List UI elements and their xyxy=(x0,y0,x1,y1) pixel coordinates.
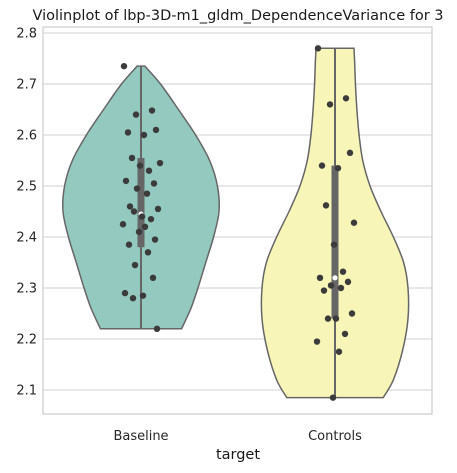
data-point xyxy=(125,241,133,248)
data-point xyxy=(133,185,141,192)
data-point xyxy=(316,274,324,281)
data-point xyxy=(327,282,335,289)
data-point xyxy=(120,62,128,70)
y-tick-label: 2.5 xyxy=(16,180,37,195)
data-point xyxy=(143,190,151,197)
data-point xyxy=(322,202,330,209)
y-tick-label: 2.1 xyxy=(16,384,37,399)
data-point xyxy=(139,292,147,299)
data-point xyxy=(313,338,321,345)
data-point xyxy=(132,111,140,118)
data-point xyxy=(129,295,137,302)
data-point xyxy=(344,278,352,286)
x-axis-ticks: Baseline Controls xyxy=(113,429,362,444)
y-tick-label: 2.7 xyxy=(16,78,37,93)
data-point xyxy=(156,159,164,167)
data-points xyxy=(119,45,358,401)
y-tick-label: 2.8 xyxy=(16,27,37,42)
data-point xyxy=(334,164,342,172)
data-point xyxy=(154,205,162,213)
data-point xyxy=(144,249,152,256)
y-axis-ticks: 2.1 2.2 2.3 2.4 2.5 2.6 2.7 2.8 xyxy=(16,27,37,399)
data-point xyxy=(348,310,356,317)
y-tick-label: 2.4 xyxy=(16,231,37,246)
plot-frame xyxy=(42,26,433,415)
data-point xyxy=(337,284,345,292)
data-point xyxy=(342,95,350,102)
data-point xyxy=(140,131,148,139)
data-point xyxy=(121,289,129,297)
data-point xyxy=(329,394,337,401)
data-point xyxy=(130,208,138,215)
data-point xyxy=(346,149,354,157)
chart-title: Violinplot of lbp-3D-m1_gldm_DependenceV… xyxy=(32,8,443,24)
data-point xyxy=(147,215,155,223)
data-point xyxy=(131,261,139,269)
data-point xyxy=(324,315,332,322)
data-point xyxy=(350,219,358,226)
data-point xyxy=(318,162,326,169)
data-point xyxy=(326,101,334,108)
data-point xyxy=(124,129,132,136)
data-point xyxy=(149,274,157,281)
violins xyxy=(62,47,410,399)
data-point xyxy=(138,213,146,220)
data-point xyxy=(332,315,340,322)
data-point xyxy=(339,268,347,275)
y-tick-label: 2.6 xyxy=(16,129,37,144)
data-point xyxy=(341,330,349,338)
iqr-box xyxy=(137,157,145,248)
x-axis-label: target xyxy=(216,447,260,463)
data-point xyxy=(335,348,343,355)
data-point xyxy=(135,228,143,236)
data-point xyxy=(152,126,160,134)
median-marker xyxy=(332,275,338,281)
data-point xyxy=(148,107,156,114)
data-point xyxy=(314,45,322,52)
data-point xyxy=(119,221,127,228)
x-tick-label: Controls xyxy=(308,429,362,444)
data-point xyxy=(128,154,136,162)
data-point xyxy=(150,180,158,187)
x-tick-label: Baseline xyxy=(113,429,168,444)
y-tick-label: 2.3 xyxy=(16,282,37,297)
data-point xyxy=(153,325,161,332)
data-point xyxy=(136,162,144,169)
data-point xyxy=(126,203,134,210)
data-point xyxy=(330,241,338,248)
data-point xyxy=(141,223,149,230)
y-tick-label: 2.2 xyxy=(16,333,37,348)
data-point xyxy=(320,287,328,294)
data-point xyxy=(145,167,153,174)
data-point xyxy=(122,177,130,185)
data-point xyxy=(151,236,159,243)
